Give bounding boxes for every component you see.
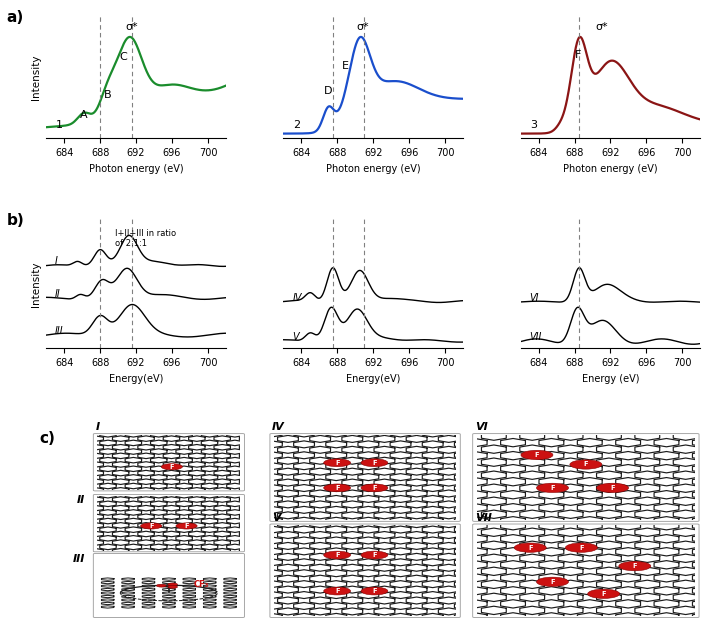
Circle shape — [619, 562, 651, 571]
Text: II: II — [77, 495, 85, 505]
Text: I+II+III in ratio
of 2:1:1: I+II+III in ratio of 2:1:1 — [114, 228, 176, 248]
Text: σ*: σ* — [595, 22, 608, 32]
Circle shape — [168, 585, 178, 588]
Bar — [97, 434, 240, 490]
Text: 2: 2 — [294, 120, 301, 130]
Circle shape — [166, 585, 172, 587]
Circle shape — [324, 587, 351, 595]
Text: F: F — [550, 485, 555, 491]
Text: F: F — [602, 591, 606, 597]
Text: F: F — [335, 588, 339, 594]
Bar — [97, 496, 240, 551]
X-axis label: Energy (eV): Energy (eV) — [582, 374, 639, 384]
Text: B: B — [104, 90, 112, 100]
Circle shape — [324, 459, 351, 466]
Text: F: F — [372, 552, 377, 558]
X-axis label: Energy(eV): Energy(eV) — [346, 374, 400, 384]
Circle shape — [361, 587, 387, 595]
Bar — [476, 434, 695, 520]
FancyBboxPatch shape — [473, 434, 699, 521]
Text: F: F — [584, 461, 588, 468]
Circle shape — [521, 450, 553, 459]
Text: F: F — [169, 464, 174, 470]
Text: F: F — [535, 452, 539, 458]
Text: 1: 1 — [56, 120, 63, 130]
Bar — [274, 525, 456, 617]
Circle shape — [565, 543, 597, 552]
Text: I: I — [95, 423, 100, 433]
Circle shape — [588, 589, 620, 598]
Circle shape — [156, 584, 166, 587]
Text: σ*: σ* — [125, 22, 138, 32]
Text: a): a) — [6, 9, 24, 24]
Text: F: F — [633, 563, 637, 569]
X-axis label: Photon energy (eV): Photon energy (eV) — [563, 164, 658, 173]
Text: F: F — [550, 579, 555, 585]
Text: b): b) — [6, 213, 24, 228]
Bar — [97, 555, 241, 617]
Text: VII: VII — [530, 332, 542, 342]
FancyBboxPatch shape — [93, 434, 245, 491]
X-axis label: Energy(eV): Energy(eV) — [109, 374, 164, 384]
Text: VII: VII — [475, 513, 491, 523]
X-axis label: Photon energy (eV): Photon energy (eV) — [326, 164, 421, 173]
Circle shape — [537, 483, 569, 493]
Text: σ*: σ* — [356, 22, 369, 32]
Circle shape — [324, 484, 351, 492]
X-axis label: Photon energy (eV): Photon energy (eV) — [89, 164, 183, 173]
Text: VI: VI — [530, 293, 539, 302]
Text: F: F — [372, 588, 377, 594]
Text: C: C — [119, 52, 127, 62]
Text: CF₃: CF₃ — [193, 580, 208, 590]
Circle shape — [161, 464, 183, 470]
Text: E: E — [342, 61, 349, 71]
Text: F: F — [372, 485, 377, 491]
Text: F: F — [149, 523, 154, 529]
Text: I: I — [55, 257, 58, 267]
Y-axis label: Intensity: Intensity — [31, 261, 41, 307]
Circle shape — [361, 459, 387, 466]
Text: F: F — [579, 545, 584, 551]
Text: V: V — [272, 513, 281, 523]
FancyBboxPatch shape — [93, 553, 245, 617]
Text: F: F — [372, 459, 377, 466]
Text: F: F — [610, 485, 615, 491]
Text: IV: IV — [272, 423, 284, 433]
Circle shape — [176, 523, 197, 529]
Circle shape — [361, 551, 387, 559]
Text: II: II — [55, 289, 61, 299]
Text: D: D — [324, 86, 332, 96]
Text: V: V — [292, 332, 299, 342]
Text: III: III — [55, 326, 64, 336]
Text: IV: IV — [292, 293, 302, 302]
Bar — [274, 434, 456, 520]
FancyBboxPatch shape — [270, 434, 460, 521]
Circle shape — [361, 484, 387, 492]
Y-axis label: Intensity: Intensity — [31, 54, 41, 100]
FancyBboxPatch shape — [93, 495, 245, 552]
Text: VI: VI — [475, 423, 488, 433]
FancyBboxPatch shape — [270, 524, 460, 617]
Text: F: F — [335, 552, 339, 558]
Text: F: F — [574, 50, 581, 60]
FancyBboxPatch shape — [473, 524, 699, 617]
Circle shape — [570, 460, 602, 469]
Text: A: A — [80, 110, 87, 120]
Text: III: III — [73, 554, 85, 564]
Circle shape — [597, 483, 629, 493]
Text: F: F — [335, 459, 339, 466]
Text: 3: 3 — [530, 120, 538, 130]
Circle shape — [537, 577, 569, 587]
Text: F: F — [184, 523, 189, 529]
Text: F: F — [528, 545, 533, 551]
Circle shape — [168, 583, 178, 586]
Text: c): c) — [40, 431, 55, 446]
Circle shape — [514, 543, 546, 552]
Text: F: F — [335, 485, 339, 491]
Circle shape — [141, 523, 162, 529]
Bar — [476, 525, 695, 617]
Circle shape — [324, 551, 351, 559]
